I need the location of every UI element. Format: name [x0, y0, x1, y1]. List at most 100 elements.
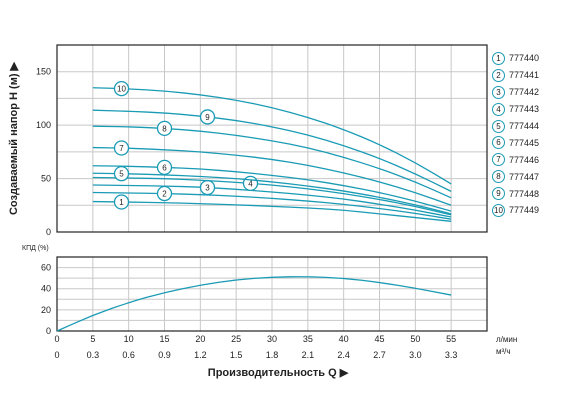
legend-code: 777445 [509, 137, 540, 148]
curve-label-4: 4 [248, 179, 253, 188]
legend-number: 4 [492, 102, 505, 116]
legend-number: 10 [492, 203, 505, 217]
curve-label-circle-1 [113, 194, 130, 210]
curve-label-8: 8 [162, 124, 167, 133]
head-curve-8 [92, 125, 452, 199]
x-tick-label-m3h: 2.1 [302, 350, 315, 360]
x-tick-label-m3h: 1.5 [230, 350, 243, 360]
x-tick-label-lmin: 40 [339, 334, 349, 344]
legend-number: 5 [492, 119, 505, 133]
curve-label-7: 7 [119, 144, 124, 153]
curve-label-circle-7 [113, 140, 130, 156]
legend: 1 777440 2 777441 3 777442 4 777443 5 777444 6 7774… [492, 50, 567, 219]
x-tick-label-m3h: 2.7 [373, 350, 386, 360]
legend-code: 777448 [509, 188, 540, 199]
legend-code: 777441 [509, 70, 540, 81]
curve-label-2: 2 [162, 190, 167, 199]
y-tick-label: 100 [36, 120, 51, 130]
x-unit-m3h: м³/ч [496, 347, 511, 356]
legend-code: 777442 [509, 87, 540, 98]
x-tick-label-m3h: 3.3 [445, 350, 458, 360]
legend-item: 4 777443 [492, 101, 567, 118]
legend-number: 1 [492, 51, 505, 65]
x-tick-label-lmin: 25 [231, 334, 241, 344]
legend-code: 777440 [509, 53, 540, 64]
x-tick-label-lmin: 10 [124, 334, 134, 344]
x-tick-label-m3h: 0 [54, 350, 59, 360]
curve-label-6: 6 [162, 163, 167, 172]
y-axis-title-head: Создаваемый напор Н (м) ▶ [8, 61, 20, 215]
head-curve-1 [92, 200, 452, 222]
head-curve-6 [92, 165, 452, 212]
legend-item: 2 777441 [492, 67, 567, 84]
legend-item: 10 777449 [492, 202, 567, 219]
x-tick-label-lmin: 0 [54, 334, 59, 344]
legend-code: 777449 [509, 205, 540, 216]
legend-code: 777447 [509, 171, 540, 182]
head-curve-5 [92, 172, 452, 215]
axis-labels: 0 5 10 15 20 25 30 35 40 45 50 550 0.3 0.6 0.9 1.2 1.5 1.… [8, 61, 517, 379]
legend-code: 777443 [509, 104, 540, 115]
x-tick-label-lmin: 55 [446, 334, 456, 344]
curve-label-3: 3 [205, 184, 210, 193]
y-tick-label: 0 [46, 326, 51, 336]
efficiency-curve [56, 276, 452, 332]
legend-code: 777446 [509, 154, 540, 165]
curve-label-5: 5 [119, 170, 124, 179]
x-tick-label-lmin: 50 [410, 334, 420, 344]
head-curve-3 [92, 184, 452, 218]
x-tick-label-m3h: 3.0 [409, 350, 422, 360]
legend-code: 777444 [509, 121, 540, 131]
legend-item: 6 777445 [492, 134, 567, 151]
curve-label-circle-9 [199, 109, 216, 125]
x-tick-label-lmin: 20 [195, 334, 205, 344]
x-tick-label-m3h: 0.9 [158, 350, 171, 360]
x-axis-title: Производительность Q ▶ [208, 367, 349, 379]
x-tick-label-lmin: 30 [267, 334, 277, 344]
x-tick-label-lmin: 45 [374, 334, 384, 344]
efficiency-plot: 0 20 40 60 [41, 256, 488, 336]
x-unit-lmin: л/мин [496, 335, 517, 344]
curve-label-circle-10 [113, 80, 130, 97]
legend-item: 7 777446 [492, 151, 567, 168]
curve-label-1: 1 [119, 198, 124, 207]
y-tick-label: 150 [36, 67, 51, 77]
legend-number: 8 [492, 170, 505, 184]
legend-number: 3 [492, 85, 505, 99]
y-tick-label: 0 [46, 227, 51, 237]
x-tick-label-m3h: 1.2 [194, 350, 207, 360]
legend-number: 6 [492, 136, 505, 150]
plot-frame [56, 44, 488, 233]
legend-item: 9 777448 [492, 185, 567, 202]
y-tick-label: 60 [41, 263, 51, 273]
x-tick-label-lmin: 5 [90, 334, 95, 344]
x-tick-label-m3h: 1.8 [266, 350, 279, 360]
x-tick-label-lmin: 15 [159, 334, 169, 344]
x-tick-label-m3h: 2.4 [337, 350, 350, 360]
head-plot: 0 50 100 150 1 2 3 4 5 6 7 8 9 10 [36, 44, 488, 237]
plot-frame [56, 256, 488, 332]
legend-item: 3 777442 [492, 84, 567, 101]
legend-item: 1 777440 [492, 50, 567, 67]
legend-item: 5 777444 [492, 118, 567, 135]
x-tick-label-m3h: 0.6 [122, 350, 135, 360]
head-curve-10 [92, 87, 452, 185]
y-tick-label: 20 [41, 305, 51, 315]
y-axis-title-efficiency: КПД (%) [22, 245, 49, 252]
legend-number: 7 [492, 153, 505, 167]
curve-label-9: 9 [205, 113, 210, 122]
x-tick-label-lmin: 35 [303, 334, 313, 344]
y-tick-label: 50 [41, 174, 51, 184]
head-curve-9 [92, 109, 452, 192]
curve-label-circle-6 [156, 159, 173, 176]
legend-number: 9 [492, 187, 505, 201]
curve-label-10: 10 [117, 85, 126, 94]
x-tick-label-m3h: 0.3 [87, 350, 100, 360]
head-curve-7 [92, 146, 452, 206]
head-curve-2 [92, 191, 452, 220]
curve-label-circle-8 [156, 120, 173, 136]
legend-item: 8 777447 [492, 168, 567, 185]
y-tick-label: 40 [41, 284, 51, 294]
legend-number: 2 [492, 68, 505, 82]
